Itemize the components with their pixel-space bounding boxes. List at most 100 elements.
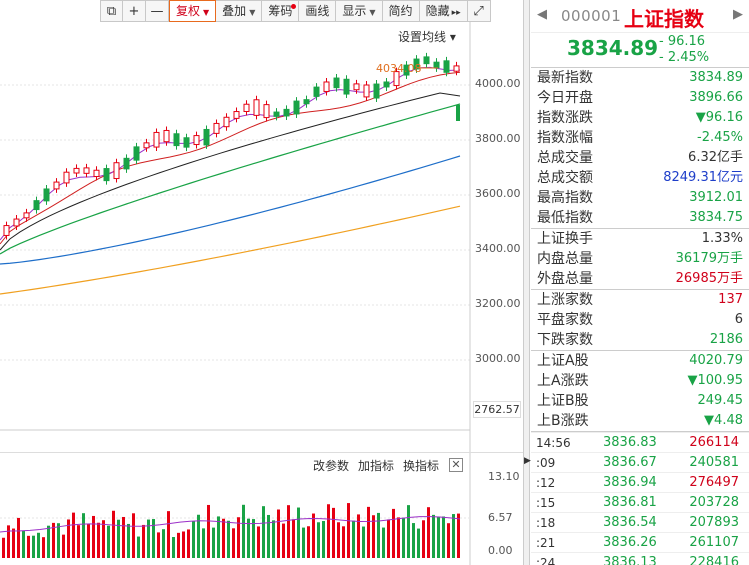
kline-svg[interactable] — [0, 22, 523, 565]
plus-icon[interactable]: + — [123, 0, 146, 22]
volume-bar — [42, 537, 45, 558]
candle-body — [13, 218, 20, 227]
stat-label: 指数涨幅 — [537, 130, 593, 146]
volume-bar — [17, 517, 20, 558]
change-params-button[interactable]: 改参数 — [313, 459, 350, 473]
tick-row[interactable]: :09 3836.67 240581 — [531, 452, 749, 472]
volume-bar — [297, 507, 300, 558]
toolbar-button-label: 简约 — [388, 4, 413, 18]
ma120-line — [0, 205, 461, 295]
volume-bar — [437, 517, 440, 558]
collapse-arrow-icon[interactable]: ▶ — [524, 456, 531, 466]
add-indicator-button[interactable]: 加指标 — [358, 459, 395, 473]
candle-body — [293, 100, 300, 115]
volume-bar — [382, 527, 385, 558]
volume-bar — [327, 504, 330, 558]
tick-time: :09 — [536, 456, 556, 470]
minus-icon[interactable]: — — [146, 0, 169, 22]
volume-bar — [317, 522, 320, 558]
tick-row[interactable]: :12 3836.94 276497 — [531, 472, 749, 492]
kline-chart[interactable]: 设置均线 ▾ 4034.08 4000.00 3800.00 3600.00 3400… — [0, 22, 523, 565]
prev-stock-icon[interactable]: ◀ — [537, 7, 547, 22]
candle-body — [363, 84, 370, 98]
tick-row[interactable]: :15 3836.81 203728 — [531, 492, 749, 512]
stat-row: 最新指数 3834.89 — [531, 68, 749, 88]
toolbar-button-3[interactable]: 复权 ▼ — [169, 0, 217, 22]
stat-row: 指数涨跌 ▼96.16 — [531, 108, 749, 128]
volume-bar — [77, 525, 80, 558]
window-icon[interactable]: ⧉ — [100, 0, 123, 22]
close-icon[interactable]: ✕ — [449, 458, 463, 472]
toolbar-button-label: ⧉ — [106, 4, 117, 19]
stat-row: 上证换手 1.33% — [531, 229, 749, 249]
candle-body — [223, 116, 230, 128]
tick-list[interactable]: 14:56 3836.83 266114:09 3836.67 240581:12 383… — [531, 431, 749, 565]
toolbar-button-6[interactable]: 画线 — [299, 0, 337, 22]
stat-label: 上证A股 — [537, 353, 589, 369]
volume-bar — [37, 532, 40, 558]
candle-body — [173, 133, 180, 147]
volume-bar — [112, 510, 115, 558]
tick-row[interactable]: :18 3836.54 207893 — [531, 512, 749, 532]
ma-setting-button[interactable]: 设置均线 ▾ — [398, 30, 456, 44]
stat-value: 3896.66 — [689, 90, 743, 105]
toolbar-button-9[interactable]: 隐藏 ▸▸ — [419, 0, 468, 22]
tick-row[interactable]: 14:56 3836.83 266114 — [531, 432, 749, 452]
volume-bar — [57, 523, 60, 558]
candle-body — [333, 77, 340, 89]
tick-volume: 266114 — [689, 435, 739, 450]
last-price: 3834.89 — [567, 36, 659, 60]
stat-row: 上证B股 249.45 — [531, 391, 749, 411]
toolbar-button-4[interactable]: 叠加 ▼ — [216, 0, 263, 22]
ma20-line — [0, 92, 461, 251]
toolbar-button-5[interactable]: 筹码 — [262, 0, 300, 22]
stat-row: 上证A股 4020.79 — [531, 351, 749, 371]
stat-row: 下跌家数 2186 — [531, 330, 749, 350]
stat-value: 3834.75 — [689, 210, 743, 225]
stat-label: 内盘总量 — [537, 251, 593, 267]
volume-bar — [242, 504, 245, 558]
candle-body — [323, 81, 330, 92]
tick-volume: 276497 — [689, 475, 739, 490]
volume-bar — [402, 517, 405, 558]
stat-row: 总成交额 8249.31亿元 — [531, 168, 749, 188]
volume-bar — [392, 508, 395, 558]
tick-price: 3836.81 — [603, 495, 657, 510]
tick-price: 3836.83 — [603, 435, 657, 450]
stat-row: 外盘总量 26985万手 — [531, 269, 749, 289]
switch-indicator-button[interactable]: 换指标 — [403, 459, 440, 473]
candle-body — [413, 58, 420, 70]
expand-icon[interactable]: ⤢ — [467, 0, 491, 22]
low-price-label: 2762.57 — [473, 401, 521, 418]
tick-row[interactable]: :21 3836.26 261107 — [531, 532, 749, 552]
tick-volume: 228416 — [689, 555, 739, 565]
toolbar-button-7[interactable]: 显示 ▼ — [336, 0, 383, 22]
volume-bar — [332, 507, 335, 558]
panel-splitter[interactable]: ▶ — [523, 0, 531, 565]
volume-bar — [337, 522, 340, 558]
volume-bar — [27, 535, 30, 558]
candle-body — [303, 99, 310, 105]
candle-body — [183, 137, 190, 148]
candle-body — [343, 78, 350, 95]
tick-row[interactable]: :24 3836.13 228416 — [531, 552, 749, 565]
stat-label: 总成交额 — [537, 170, 593, 186]
volume-bar — [427, 507, 430, 558]
volume-bar — [172, 537, 175, 558]
volume-bar — [72, 512, 75, 558]
candle-body — [443, 60, 450, 73]
volume-bar — [302, 527, 305, 558]
candle-body — [233, 111, 240, 119]
volume-bar — [152, 519, 155, 558]
stat-label: 上A涨跌 — [537, 373, 589, 389]
next-stock-icon[interactable]: ▶ — [733, 7, 743, 22]
toolbar-button-label: 显示 — [342, 4, 367, 18]
volume-bar — [282, 523, 285, 558]
stat-label: 上B涨跌 — [537, 413, 589, 429]
stat-label: 下跌家数 — [537, 332, 593, 348]
stat-label: 最新指数 — [537, 70, 593, 86]
volume-bar — [137, 536, 140, 558]
stat-label: 今日开盘 — [537, 90, 593, 106]
volume-bar — [227, 520, 230, 558]
toolbar-button-8[interactable]: 简约 — [382, 0, 420, 22]
